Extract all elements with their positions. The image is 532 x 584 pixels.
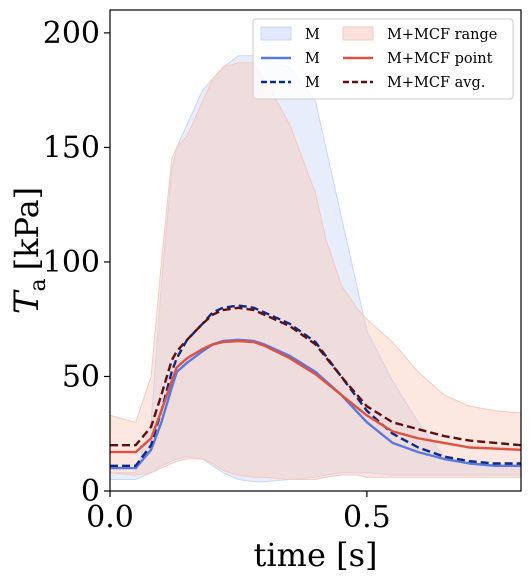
series-line-3 [110, 304, 521, 467]
legend-label: M+MCF range [387, 27, 497, 43]
y-tick-label: 0 [81, 474, 100, 509]
y-axis-label-main: T [7, 289, 47, 314]
x-axis-label: time [s] [254, 536, 378, 574]
series-lines [110, 304, 522, 470]
series-line-5 [110, 306, 522, 447]
legend: M M+MCF range M M+MCF point M M+MCF avg. [252, 18, 514, 100]
y-tick-label: 100 [43, 245, 100, 280]
legend-label: M+MCF point [387, 51, 493, 67]
series-line-4 [110, 339, 522, 454]
legend-swatch [342, 26, 374, 41]
legend-box [252, 18, 514, 100]
legend-label: M+MCF avg. [387, 75, 485, 91]
y-tick-label: 200 [43, 16, 100, 51]
plot-frame [109, 9, 522, 492]
x-tick-label: 0.5 [343, 500, 391, 535]
y-tick-label: 150 [43, 130, 100, 165]
axis-ticks: 0.0 0.5 0 50 100 150 200 [43, 16, 391, 535]
y-axis-label: Ta [kPa] [7, 187, 51, 314]
range-areas [109, 55, 522, 483]
y-axis-label-unit: [kPa] [8, 187, 46, 271]
legend-label: M [305, 51, 320, 67]
legend-swatch [260, 26, 292, 41]
y-axis-label-subscript: a [26, 278, 51, 291]
x-tick-label: 0.0 [86, 500, 134, 535]
legend-label: M [305, 75, 320, 91]
legend-label: M [305, 27, 320, 43]
y-tick-label: 50 [62, 359, 100, 394]
